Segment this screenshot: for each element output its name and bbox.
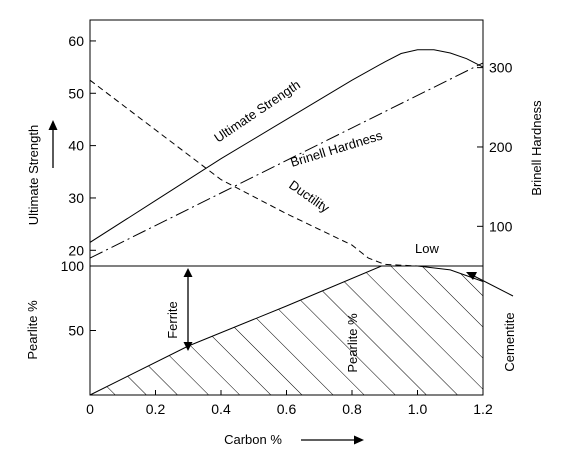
label-cementite: Cementite	[502, 312, 517, 371]
label-ductility: Ductility	[286, 177, 332, 216]
series-ultimate-strength	[90, 49, 483, 243]
carbon-right-arrow	[301, 435, 364, 445]
x-axis-title-carbon: Carbon %	[224, 432, 282, 447]
pearlite-tick-label: 50	[68, 323, 84, 339]
ultimate-strength-tick-label: 30	[68, 190, 84, 206]
carbon-tick-label: 0.8	[342, 401, 362, 417]
upper-plot-frame	[89, 19, 484, 267]
series-ductility	[90, 79, 418, 266]
ultimate-strength-tick-label: 20	[68, 242, 84, 258]
carbon-tick-label: 0.6	[277, 401, 297, 417]
y-axis-title-ultimate-strength: Ultimate Strength	[26, 125, 41, 225]
pearlite-area	[90, 266, 483, 395]
carbon-tick-label: 0.2	[146, 401, 166, 417]
left-axis-ticks: 20 30 40 50 60	[68, 33, 96, 258]
label-low: Low	[415, 241, 439, 256]
ultimate-strength-tick-label: 60	[68, 33, 84, 49]
brinell-hardness-tick-label: 300	[489, 60, 513, 76]
pearlite-tick-label: 100	[61, 258, 85, 274]
brinell-hardness-tick-label: 100	[489, 218, 513, 234]
x-axis-ticks: 0 0.2 0.4 0.6 0.8 1.0 1.2	[86, 390, 493, 417]
label-ferrite: Ferrite	[165, 301, 180, 339]
label-ultimate-strength: Ultimate Strength	[211, 77, 303, 146]
y-axis-title-brinell-hardness: Brinell Hardness	[529, 100, 544, 196]
series-brinell-hardness	[90, 62, 483, 259]
carbon-tick-label: 0.4	[211, 401, 231, 417]
label-brinell-hardness: Brinell Hardness	[288, 127, 384, 169]
right-axis-ticks: 100 200 300	[477, 60, 513, 234]
label-pearlite-area: Pearlite %	[345, 313, 360, 373]
carbon-tick-label: 1.2	[473, 401, 493, 417]
ultimate-strength-tick-label: 50	[68, 85, 84, 101]
brinell-hardness-tick-label: 200	[489, 139, 513, 155]
pearlite-axis-ticks: 50 100	[61, 258, 96, 339]
carbon-tick-label: 0	[86, 401, 94, 417]
carbon-tick-label: 1.0	[408, 401, 428, 417]
ultimate-strength-up-arrow	[48, 120, 58, 168]
ferrite-double-arrow	[183, 268, 193, 351]
cementite-pointer-arrow	[466, 272, 514, 297]
y-axis-title-pearlite: Pearlite %	[25, 300, 40, 360]
ultimate-strength-tick-label: 40	[68, 138, 84, 154]
